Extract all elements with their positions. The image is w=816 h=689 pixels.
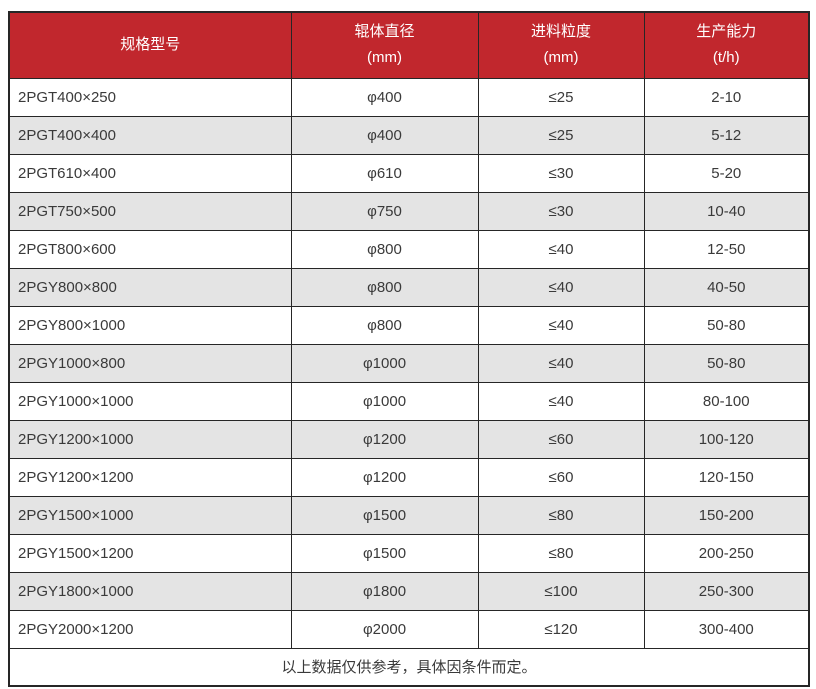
spec-table-container: 规格型号 辊体直径 (mm) 进料粒度 (mm) 生产能力 (t/h) 2PGT…	[8, 11, 810, 687]
cell-roller-diameter: φ1800	[290, 571, 479, 611]
cell-roller-diameter: φ610	[290, 153, 479, 193]
header-cell-capacity: 生产能力 (t/h)	[643, 11, 810, 79]
cell-roller-diameter: φ400	[290, 115, 479, 155]
header-cell-roller-diameter: 辊体直径 (mm)	[290, 11, 479, 79]
cell-feed-size: ≤100	[477, 571, 645, 611]
cell-model: 2PGY2000×1200	[8, 609, 292, 649]
cell-feed-size: ≤80	[477, 495, 645, 535]
cell-model: 2PGY800×800	[8, 267, 292, 307]
table-row: 2PGT400×400 φ400 ≤25 5-12	[8, 115, 810, 155]
cell-feed-size: ≤120	[477, 609, 645, 649]
cell-model: 2PGT400×400	[8, 115, 292, 155]
cell-feed-size: ≤40	[477, 381, 645, 421]
cell-capacity: 50-80	[643, 305, 810, 345]
cell-roller-diameter: φ800	[290, 267, 479, 307]
cell-capacity: 5-12	[643, 115, 810, 155]
table-header: 规格型号 辊体直径 (mm) 进料粒度 (mm) 生产能力 (t/h)	[8, 11, 810, 79]
cell-feed-size: ≤25	[477, 115, 645, 155]
cell-feed-size: ≤80	[477, 533, 645, 573]
table-row: 2PGT400×250 φ400 ≤25 2-10	[8, 77, 810, 117]
cell-feed-size: ≤25	[477, 77, 645, 117]
header-label-feed-size: 进料粒度	[530, 23, 591, 41]
table-footer: 以上数据仅供参考，具体因条件而定。	[8, 647, 810, 687]
cell-capacity: 50-80	[643, 343, 810, 383]
header-label-capacity: 生产能力	[696, 23, 757, 41]
cell-capacity: 100-120	[643, 419, 810, 459]
spec-table: 规格型号 辊体直径 (mm) 进料粒度 (mm) 生产能力 (t/h) 2PGT…	[8, 11, 810, 687]
cell-model: 2PGT750×500	[8, 191, 292, 231]
cell-roller-diameter: φ1500	[290, 495, 479, 535]
cell-capacity: 150-200	[643, 495, 810, 535]
cell-roller-diameter: φ750	[290, 191, 479, 231]
header-label-roller-diameter: 辊体直径	[354, 23, 415, 41]
cell-roller-diameter: φ1000	[290, 381, 479, 421]
cell-model: 2PGY1500×1200	[8, 533, 292, 573]
cell-model: 2PGY800×1000	[8, 305, 292, 345]
cell-model: 2PGT800×600	[8, 229, 292, 269]
cell-roller-diameter: φ2000	[290, 609, 479, 649]
table-row: 2PGY800×800 φ800 ≤40 40-50	[8, 267, 810, 307]
table-row: 2PGY1000×800 φ1000 ≤40 50-80	[8, 343, 810, 383]
cell-model: 2PGY1200×1200	[8, 457, 292, 497]
footnote-text: 以上数据仅供参考，具体因条件而定。	[8, 647, 810, 687]
cell-roller-diameter: φ800	[290, 229, 479, 269]
cell-capacity: 12-50	[643, 229, 810, 269]
table-body: 2PGT400×250 φ400 ≤25 2-10 2PGT400×400 φ4…	[8, 77, 810, 649]
header-unit-roller-diameter: (mm)	[367, 49, 402, 67]
cell-feed-size: ≤40	[477, 343, 645, 383]
cell-feed-size: ≤30	[477, 191, 645, 231]
cell-model: 2PGY1800×1000	[8, 571, 292, 611]
cell-capacity: 250-300	[643, 571, 810, 611]
header-cell-model: 规格型号	[8, 11, 292, 79]
cell-roller-diameter: φ1500	[290, 533, 479, 573]
header-label-model: 规格型号	[120, 36, 181, 54]
cell-capacity: 10-40	[643, 191, 810, 231]
table-row: 2PGY2000×1200 φ2000 ≤120 300-400	[8, 609, 810, 649]
cell-feed-size: ≤60	[477, 419, 645, 459]
cell-feed-size: ≤30	[477, 153, 645, 193]
table-row: 2PGT610×400 φ610 ≤30 5-20	[8, 153, 810, 193]
table-row: 2PGT750×500 φ750 ≤30 10-40	[8, 191, 810, 231]
cell-capacity: 300-400	[643, 609, 810, 649]
cell-roller-diameter: φ1000	[290, 343, 479, 383]
cell-model: 2PGT400×250	[8, 77, 292, 117]
cell-model: 2PGY1000×1000	[8, 381, 292, 421]
header-cell-feed-size: 进料粒度 (mm)	[477, 11, 645, 79]
table-row: 2PGY1200×1000 φ1200 ≤60 100-120	[8, 419, 810, 459]
cell-capacity: 5-20	[643, 153, 810, 193]
table-row: 2PGY1200×1200 φ1200 ≤60 120-150	[8, 457, 810, 497]
cell-feed-size: ≤40	[477, 305, 645, 345]
cell-capacity: 120-150	[643, 457, 810, 497]
table-row: 2PGY1800×1000 φ1800 ≤100 250-300	[8, 571, 810, 611]
cell-roller-diameter: φ800	[290, 305, 479, 345]
cell-capacity: 40-50	[643, 267, 810, 307]
cell-roller-diameter: φ1200	[290, 419, 479, 459]
table-row: 2PGY1500×1000 φ1500 ≤80 150-200	[8, 495, 810, 535]
cell-roller-diameter: φ1200	[290, 457, 479, 497]
footnote-row: 以上数据仅供参考，具体因条件而定。	[8, 647, 810, 687]
cell-roller-diameter: φ400	[290, 77, 479, 117]
cell-capacity: 2-10	[643, 77, 810, 117]
table-row: 2PGT800×600 φ800 ≤40 12-50	[8, 229, 810, 269]
cell-model: 2PGY1000×800	[8, 343, 292, 383]
cell-capacity: 200-250	[643, 533, 810, 573]
cell-capacity: 80-100	[643, 381, 810, 421]
cell-feed-size: ≤40	[477, 229, 645, 269]
table-row: 2PGY1500×1200 φ1500 ≤80 200-250	[8, 533, 810, 573]
header-unit-feed-size: (mm)	[543, 49, 579, 67]
table-header-row: 规格型号 辊体直径 (mm) 进料粒度 (mm) 生产能力 (t/h)	[8, 11, 810, 79]
cell-feed-size: ≤40	[477, 267, 645, 307]
cell-model: 2PGY1200×1000	[8, 419, 292, 459]
cell-model: 2PGT610×400	[8, 153, 292, 193]
cell-model: 2PGY1500×1000	[8, 495, 292, 535]
header-unit-capacity: (t/h)	[712, 49, 740, 67]
cell-feed-size: ≤60	[477, 457, 645, 497]
table-row: 2PGY1000×1000 φ1000 ≤40 80-100	[8, 381, 810, 421]
table-row: 2PGY800×1000 φ800 ≤40 50-80	[8, 305, 810, 345]
